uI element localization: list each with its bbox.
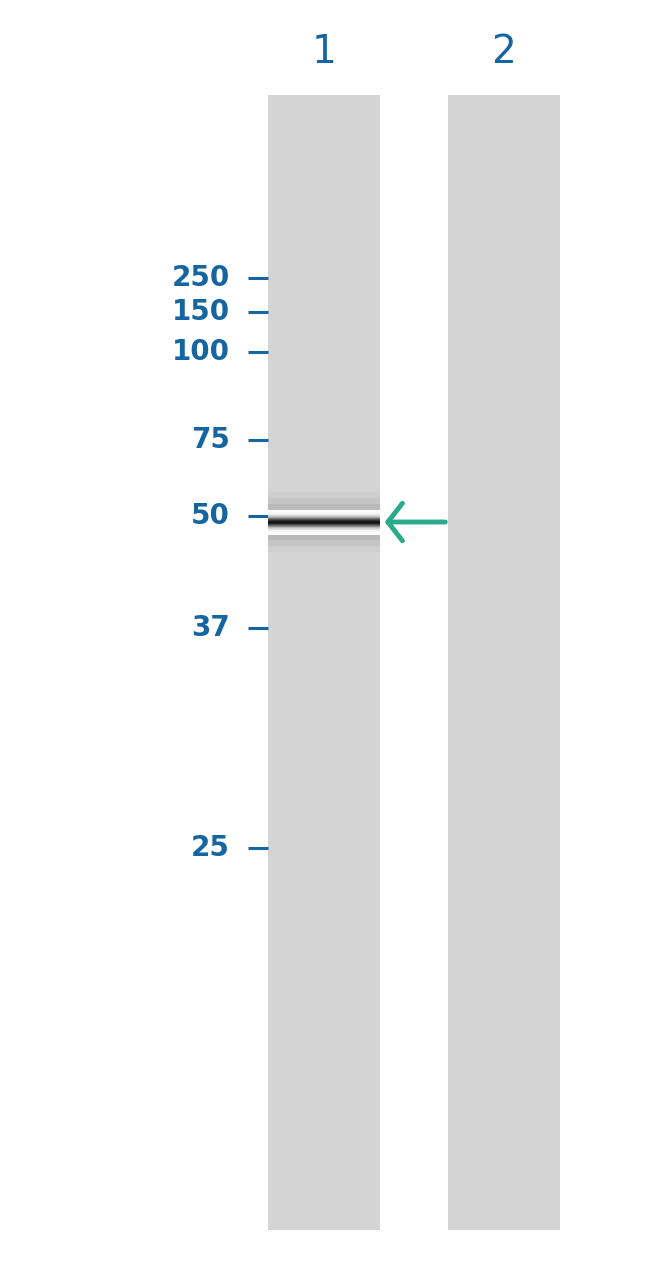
Bar [268,491,380,552]
Text: 75: 75 [191,425,230,453]
Text: 150: 150 [172,298,230,326]
Text: 1: 1 [311,33,337,71]
Bar [268,95,380,1231]
Text: 25: 25 [191,834,230,862]
Text: 100: 100 [172,338,230,366]
Text: 50: 50 [191,502,230,530]
Bar [448,95,560,1231]
Bar [268,504,380,540]
Text: 37: 37 [191,613,230,643]
Bar [268,498,380,546]
Text: 2: 2 [491,33,516,71]
Text: 250: 250 [172,264,230,292]
